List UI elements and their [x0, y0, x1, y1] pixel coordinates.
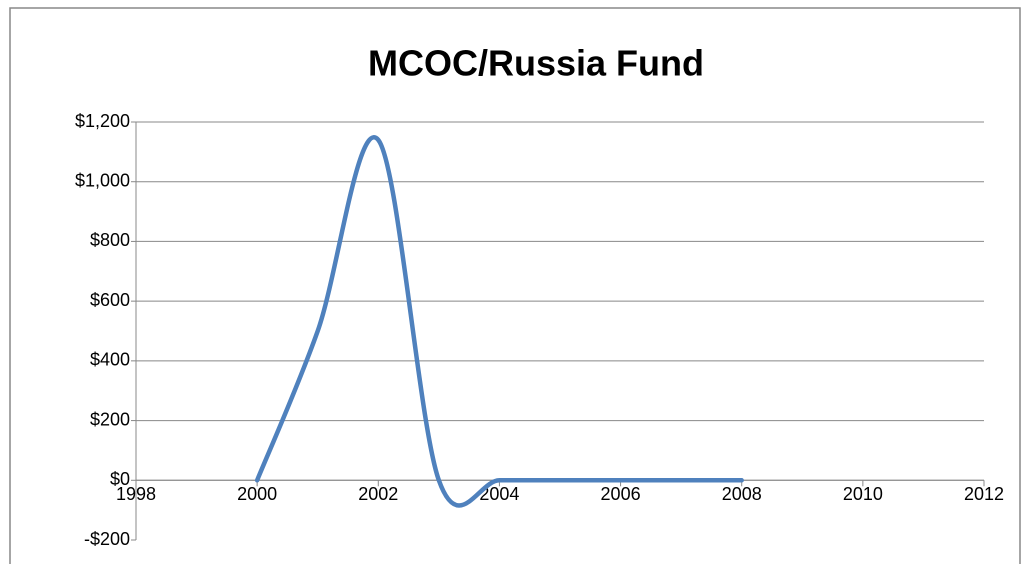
- y-tick-label: -$200: [84, 529, 130, 549]
- y-tick-label: $600: [90, 290, 130, 310]
- y-tick-label: $400: [90, 350, 130, 370]
- chart-border: [9, 7, 1021, 569]
- x-tick-label: 2002: [358, 484, 398, 504]
- data-line: [254, 135, 744, 508]
- y-tick-label: $1,200: [75, 111, 130, 131]
- x-tick-label: 2000: [237, 484, 277, 504]
- chart-title: MCOC/Russia Fund: [368, 43, 704, 84]
- x-tick-label: 2004: [479, 484, 519, 504]
- x-tick-label: 2006: [601, 484, 641, 504]
- y-tick-label: $200: [90, 409, 130, 429]
- x-tick-label: 2008: [722, 484, 762, 504]
- x-tick-label: 2010: [843, 484, 883, 504]
- y-tick-label: $0: [110, 469, 130, 489]
- x-tick-label: 1998: [116, 484, 156, 504]
- y-tick-label: $800: [90, 230, 130, 250]
- y-tick-label: $1,000: [75, 170, 130, 190]
- x-tick-label: 2012: [964, 484, 1004, 504]
